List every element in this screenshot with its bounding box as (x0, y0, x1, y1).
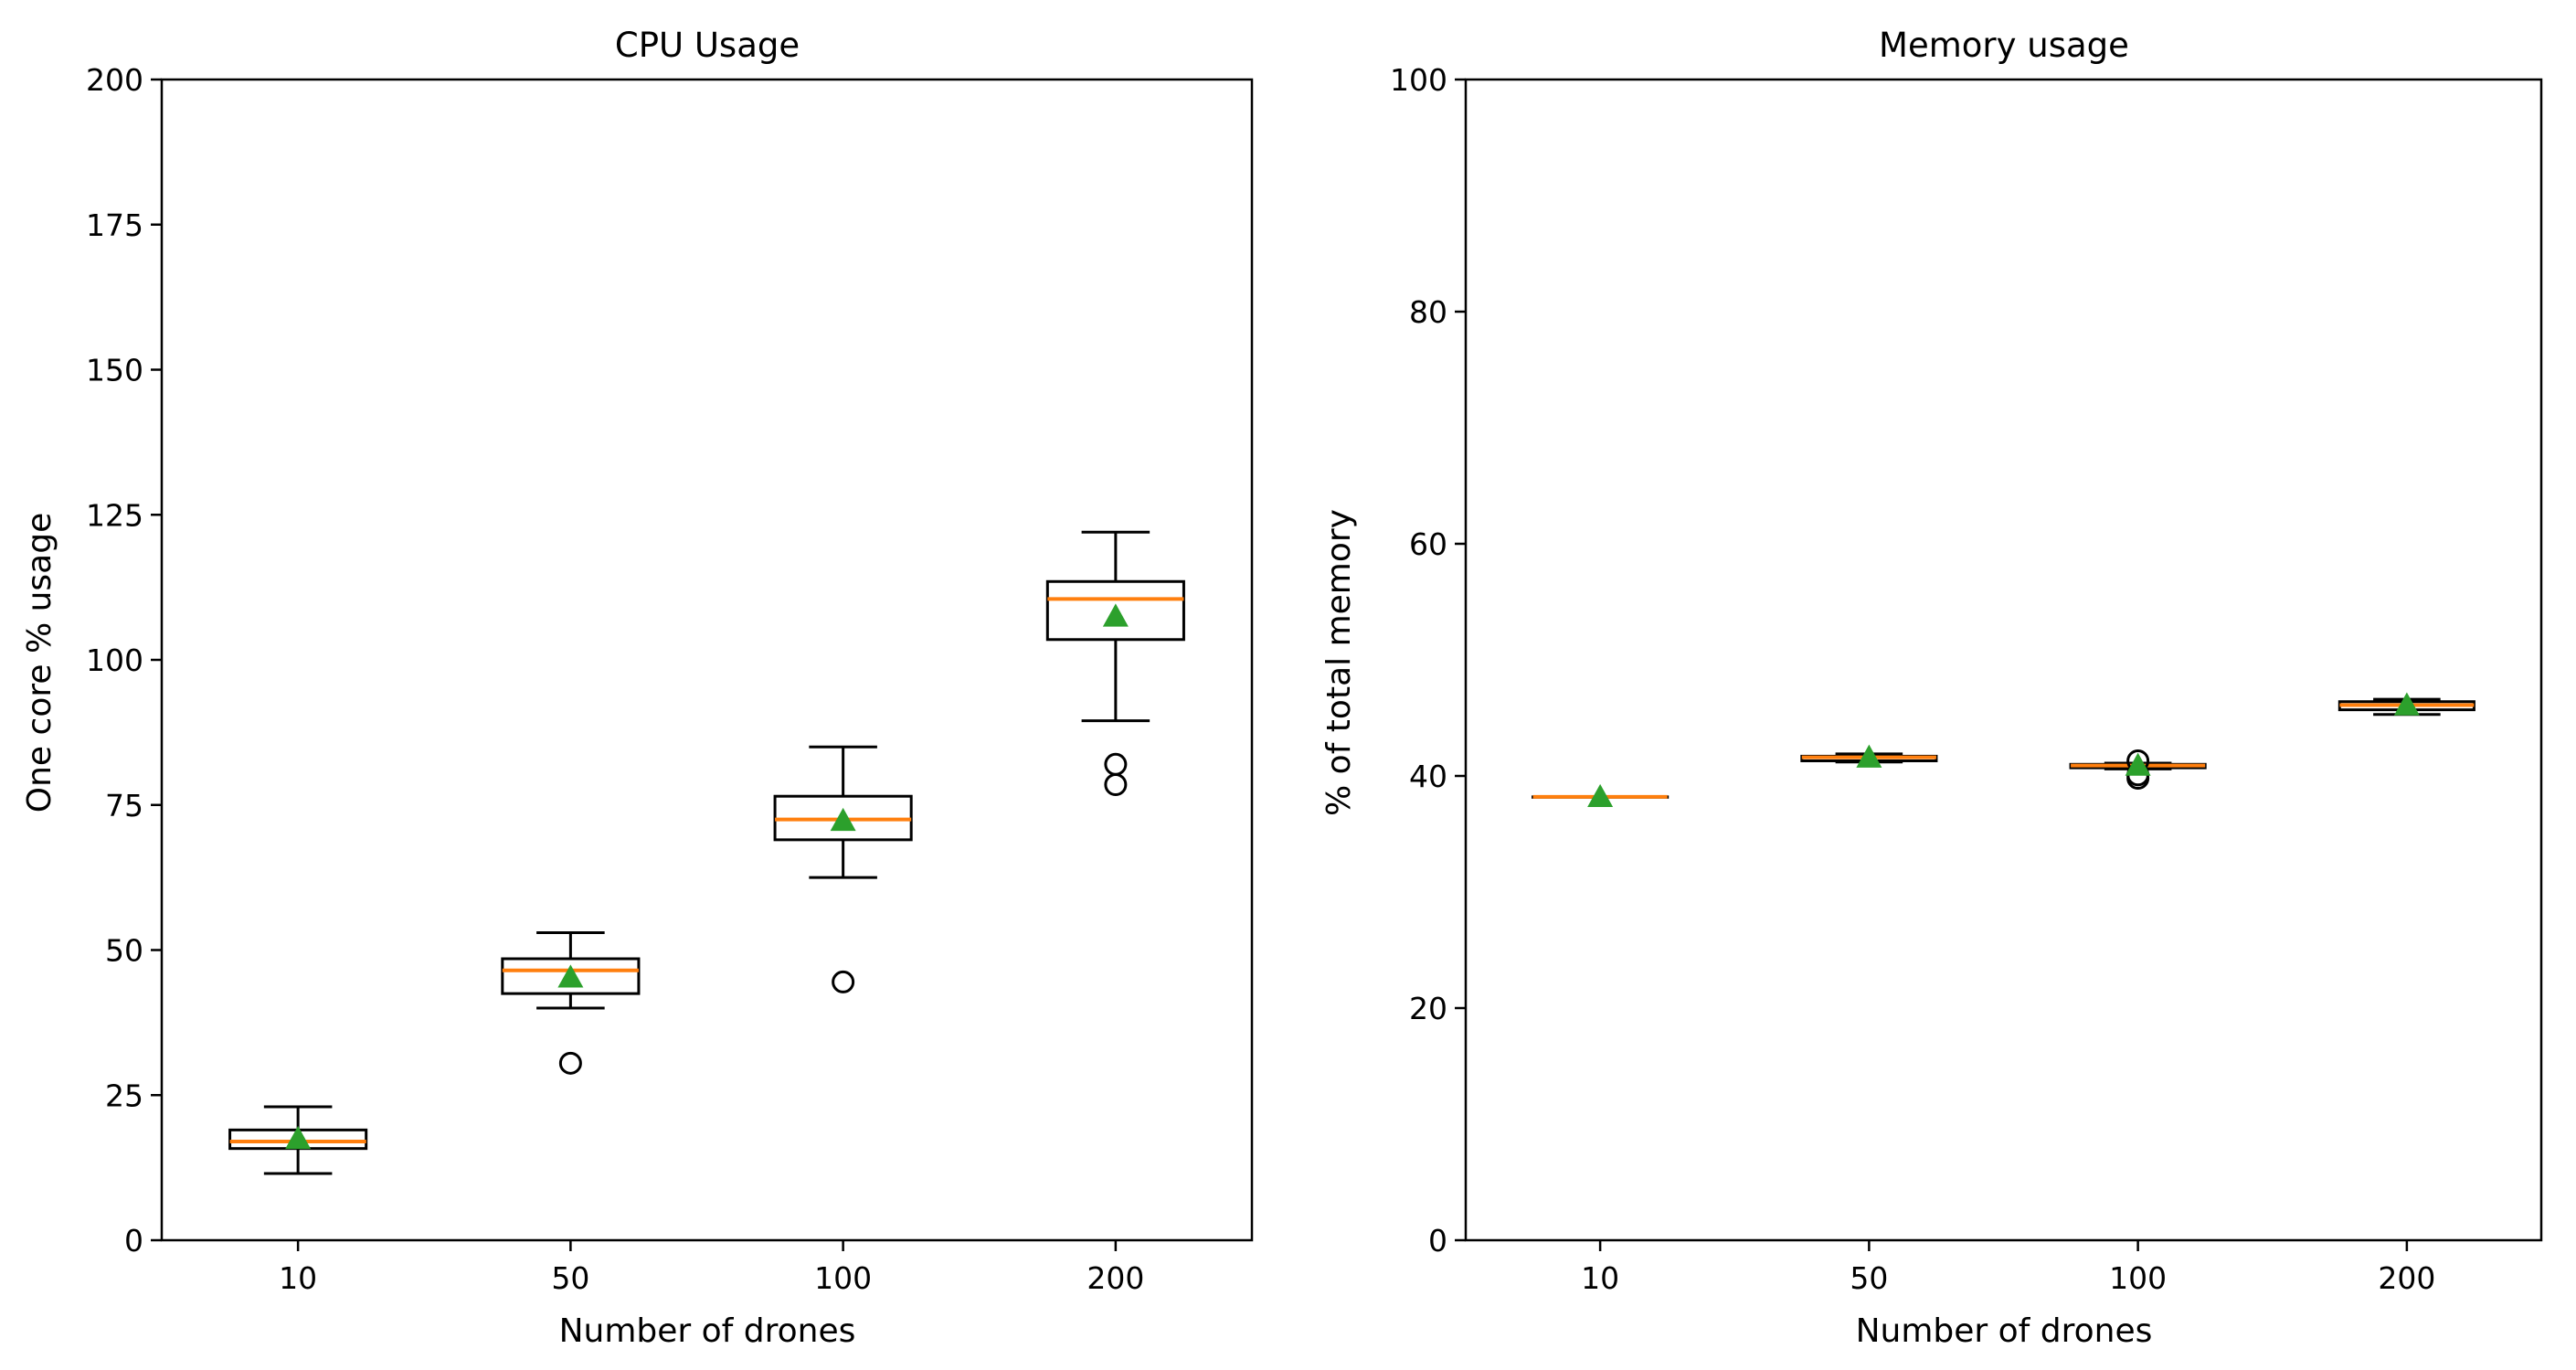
plot-frame (1464, 78, 2543, 1242)
y-tick-label: 125 (86, 497, 143, 533)
x-tick-label: 200 (1087, 1260, 1144, 1296)
mean-marker (1856, 744, 1882, 768)
outlier-point (1104, 752, 1128, 776)
box-marks (1532, 692, 2475, 808)
memory-usage-chart: Memory usage % of total memory Number of… (1320, 26, 2543, 1350)
y-tick-label: 100 (1390, 62, 1447, 98)
y-tick-label: 60 (1409, 526, 1447, 562)
x-tick-label: 100 (2109, 1260, 2167, 1296)
y-axis-label: One core % usage (21, 513, 58, 812)
y-tick-label: 25 (105, 1078, 143, 1113)
outlier-point (832, 970, 855, 993)
x-tick-label: 50 (1850, 1260, 1888, 1296)
iqr-box (1045, 579, 1185, 642)
y-tick-label: 0 (124, 1223, 143, 1258)
mean-marker (557, 964, 584, 988)
x-axis-label: Number of drones (1856, 1312, 2153, 1350)
mean-marker (1102, 603, 1129, 627)
y-tick-label: 75 (105, 788, 143, 823)
plot-frame (160, 78, 1254, 1242)
chart-title: Memory usage (1879, 26, 2129, 65)
y-axis-label: % of total memory (1320, 509, 1358, 816)
mean-marker (830, 807, 856, 832)
outlier-point (1104, 773, 1128, 797)
mean-marker (2393, 692, 2420, 716)
box-marks (228, 530, 1185, 1175)
y-tick-label: 80 (1409, 294, 1447, 330)
x-tick-label: 50 (551, 1260, 589, 1296)
y-tick-label: 0 (1428, 1223, 1447, 1258)
y-tick-label: 175 (86, 207, 143, 243)
cpu-usage-chart: CPU Usage One core % usage Number of dro… (21, 26, 1254, 1350)
y-tick-label: 150 (86, 353, 143, 388)
x-tick-label: 200 (2378, 1260, 2435, 1296)
chart-title: CPU Usage (615, 26, 800, 65)
y-tick-label: 100 (86, 643, 143, 678)
mean-marker (285, 1125, 312, 1150)
x-tick-label: 10 (279, 1260, 317, 1296)
iqr-box (501, 957, 641, 995)
outlier-point (558, 1051, 582, 1075)
x-axis-label: Number of drones (559, 1312, 856, 1350)
x-tick-label: 10 (1581, 1260, 1619, 1296)
axis-ticks: 0 20 40 60 80 100 10 50 100 200 (1390, 62, 2435, 1296)
axis-ticks: 0 25 50 75 100 125 150 175 200 10 50 100 200 (86, 62, 1144, 1296)
y-tick-label: 50 (105, 933, 143, 969)
mean-marker (2125, 752, 2151, 776)
y-tick-label: 20 (1409, 991, 1447, 1026)
x-tick-label: 100 (814, 1260, 872, 1296)
mean-marker (1587, 783, 1614, 808)
y-tick-label: 40 (1409, 759, 1447, 794)
y-tick-label: 200 (86, 62, 143, 98)
